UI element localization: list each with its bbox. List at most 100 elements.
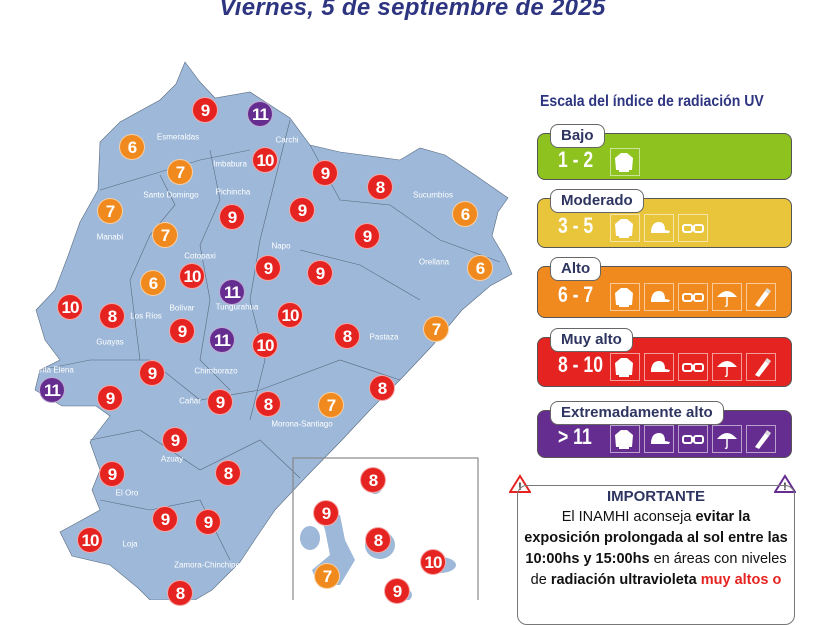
province-label: Orellana xyxy=(418,257,450,267)
uv-marker: 8 xyxy=(255,391,281,417)
uv-marker: 10 xyxy=(179,263,205,289)
province-label: El Oro xyxy=(115,488,139,498)
cap-icon xyxy=(644,214,674,242)
notice-text: El INAMHI aconseja evitar la exposición … xyxy=(518,507,794,591)
jacket-icon xyxy=(610,147,640,176)
notice-part: radiación ultravioleta xyxy=(550,572,697,588)
mainland-shape xyxy=(34,61,513,600)
uv-marker: 9 xyxy=(192,97,218,123)
sunglasses-icon xyxy=(678,283,708,311)
notice-part: El INAMHI aconseja xyxy=(561,509,696,525)
uv-marker: 11 xyxy=(209,327,235,353)
galapagos-inset-frame xyxy=(292,457,479,600)
province-label: Santa Elena xyxy=(30,365,74,375)
province-label: Cañar xyxy=(179,396,201,406)
jacket-icon xyxy=(610,283,640,311)
uv-marker: 8 xyxy=(360,467,386,493)
province-label: Manabí xyxy=(96,232,124,242)
uv-level-moderado: Moderado 3 - 5 xyxy=(537,189,792,248)
uv-marker: 10 xyxy=(77,527,103,553)
jacket-icon xyxy=(610,425,640,453)
province-label: Carchi xyxy=(275,135,299,145)
province-label: Morona-Santiago xyxy=(271,419,333,429)
uv-level-bajo: Bajo 1 - 2 xyxy=(537,124,792,180)
sunglasses-icon xyxy=(678,353,708,381)
uv-marker: 9 xyxy=(219,204,245,230)
uv-marker: 9 xyxy=(354,223,380,249)
sunglasses-icon xyxy=(678,425,708,453)
uv-marker: 7 xyxy=(167,159,193,185)
level-range: 6 - 7 xyxy=(558,282,594,307)
province-label: Guayas xyxy=(96,337,124,347)
uv-marker: 9 xyxy=(97,385,123,411)
umbrella-icon xyxy=(712,425,742,453)
level-name: Extremadamente alto xyxy=(550,401,724,425)
uv-marker: 10 xyxy=(420,549,446,575)
sunglasses-icon xyxy=(678,214,708,242)
province-label: Azuay xyxy=(160,454,184,464)
province-label: Zamora-Chinchipe xyxy=(174,560,240,570)
province-label: Pastaza xyxy=(369,332,399,342)
uv-marker: 9 xyxy=(384,578,410,604)
province-label: Esmeraldas xyxy=(156,132,200,142)
province-label: Imbabura xyxy=(213,159,247,169)
legend-title: Escala del índice de radiación UV xyxy=(540,93,764,110)
uv-marker: 9 xyxy=(162,427,188,453)
province-label: Tungurahua xyxy=(215,302,259,312)
level-name: Moderado xyxy=(550,189,644,213)
province-label: Sucumbíos xyxy=(412,190,454,200)
uv-marker: 6 xyxy=(452,201,478,227)
uv-marker: 11 xyxy=(219,279,245,305)
cap-icon xyxy=(644,283,674,311)
notice-title: IMPORTANTE xyxy=(606,488,706,505)
uv-marker: 9 xyxy=(313,500,339,526)
uv-marker: 8 xyxy=(369,375,395,401)
province-label: Los Ríos xyxy=(130,311,162,321)
uv-marker: 9 xyxy=(152,506,178,532)
uv-marker: 9 xyxy=(307,260,333,286)
uv-marker: 6 xyxy=(119,134,145,160)
uv-level-alto: Alto 6 - 7 xyxy=(537,257,792,318)
uv-marker: 9 xyxy=(139,360,165,386)
level-name: Alto xyxy=(550,257,602,281)
sunscreen-icon xyxy=(746,283,776,311)
uv-marker: 9 xyxy=(255,255,281,281)
jacket-icon xyxy=(610,214,640,242)
uv-marker: 9 xyxy=(169,318,195,344)
uv-marker: 9 xyxy=(312,160,338,186)
important-notice: IMPORTANTE El INAMHI aconseja evitar la … xyxy=(517,485,795,625)
level-range: 3 - 5 xyxy=(558,213,594,238)
cap-icon xyxy=(644,425,674,453)
uv-marker: 6 xyxy=(140,270,166,296)
province-label: Cotopaxi xyxy=(184,251,216,261)
level-range: 8 - 10 xyxy=(558,352,604,377)
uv-marker: 9 xyxy=(207,389,233,415)
uv-marker: 11 xyxy=(247,101,273,127)
cap-icon xyxy=(644,353,674,381)
notice-part: evitar la exposición prolongada al sol e… xyxy=(524,509,788,567)
uv-marker: 10 xyxy=(277,302,303,328)
uv-marker: 9 xyxy=(195,509,221,535)
uv-marker: 9 xyxy=(99,461,125,487)
province-label: Pichincha xyxy=(215,187,251,197)
level-range: > 11 xyxy=(558,424,592,449)
province-label: Napo xyxy=(271,241,291,251)
uv-marker: 7 xyxy=(314,563,340,589)
sunscreen-icon xyxy=(746,353,776,381)
uv-marker: 8 xyxy=(365,527,391,553)
uv-marker: 7 xyxy=(152,222,178,248)
uv-marker: 7 xyxy=(97,198,123,224)
province-label: Chimborazo xyxy=(194,366,238,376)
uv-marker: 8 xyxy=(334,323,360,349)
uv-marker: 8 xyxy=(99,303,125,329)
level-range: 1 - 2 xyxy=(558,146,594,172)
notice-part: muy altos xyxy=(700,572,769,588)
umbrella-icon xyxy=(712,283,742,311)
level-name: Muy alto xyxy=(550,328,633,352)
uv-marker: 10 xyxy=(57,294,83,320)
notice-part: en áreas con niveles de xyxy=(530,551,787,588)
uv-marker: 10 xyxy=(252,147,278,173)
uv-marker: 7 xyxy=(318,392,344,418)
page-title: Viernes, 5 de septiembre de 2025 xyxy=(219,0,606,21)
province-label: Bolívar xyxy=(169,303,195,313)
